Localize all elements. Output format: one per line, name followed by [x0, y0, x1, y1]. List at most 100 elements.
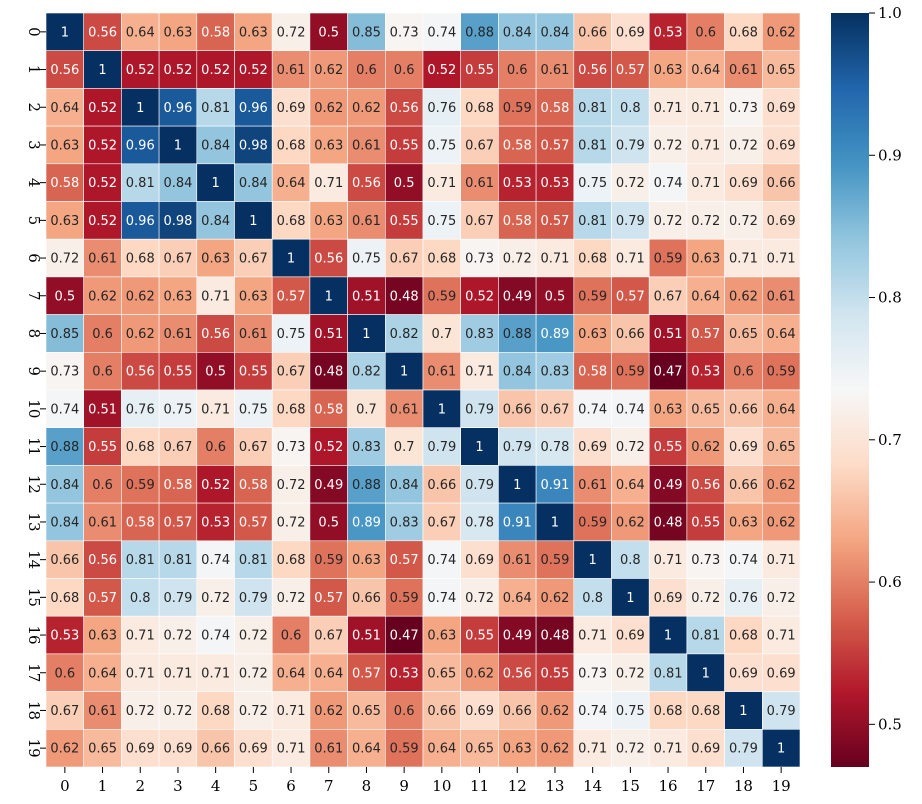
- heatmap-cell-1-6: [271, 50, 311, 89]
- x-tick-label-5: 5: [249, 777, 259, 795]
- heatmap-cell-6-8: [347, 238, 386, 278]
- cell-value-1-12: 0.6: [507, 63, 528, 78]
- y-tick-label-11: 11: [25, 437, 43, 456]
- cell-value-11-15: 0.72: [616, 440, 645, 455]
- heatmap-cell-2-1: [83, 88, 122, 127]
- y-tick-label-0: 0: [25, 27, 43, 37]
- heatmap-cell-10-6: [271, 389, 311, 429]
- cell-value-14-8: 0.63: [352, 553, 381, 568]
- cell-value-18-8: 0.65: [352, 704, 381, 719]
- cell-value-3-4: 0.84: [201, 138, 230, 153]
- cell-value-4-8: 0.56: [352, 176, 381, 191]
- cell-value-19-9: 0.59: [390, 742, 419, 757]
- heatmap-cell-16-2: [121, 615, 160, 655]
- x-tick-label-18: 18: [734, 777, 753, 795]
- cell-value-15-3: 0.79: [163, 591, 192, 606]
- y-tick-label-16: 16: [25, 626, 43, 645]
- heatmap-cell-0-7: [309, 12, 348, 52]
- cell-value-16-2: 0.71: [126, 629, 155, 644]
- heatmap-cell-19-14: [573, 728, 612, 768]
- cell-value-9-8: 0.82: [352, 365, 381, 380]
- heatmap-cell-18-4: [196, 691, 235, 730]
- x-tick-label-2: 2: [135, 777, 145, 795]
- heatmap-cell-3-8: [347, 125, 386, 165]
- heatmap-cell-11-19: [761, 427, 801, 466]
- heatmap-cell-9-15: [611, 351, 650, 391]
- heatmap-cell-13-8: [347, 502, 386, 542]
- cell-value-5-3: 0.98: [163, 214, 192, 229]
- cell-value-8-7: 0.51: [314, 327, 343, 342]
- cell-value-8-5: 0.61: [239, 327, 268, 342]
- cell-value-5-8: 0.61: [352, 214, 381, 229]
- cell-value-11-0: 0.88: [50, 440, 79, 455]
- heatmap-cell-5-2: [121, 201, 160, 240]
- x-tick-label-12: 12: [508, 777, 527, 795]
- cell-value-1-7: 0.62: [314, 63, 343, 78]
- cell-value-11-7: 0.52: [314, 440, 343, 455]
- cell-value-14-13: 0.59: [540, 553, 569, 568]
- cell-value-11-8: 0.83: [352, 440, 381, 455]
- cell-value-19-19: 1: [777, 742, 785, 757]
- heatmap-cell-19-17: [686, 728, 725, 768]
- cell-value-1-14: 0.56: [578, 63, 607, 78]
- heatmap-cell-0-18: [724, 12, 763, 52]
- cell-value-6-16: 0.59: [654, 252, 683, 267]
- cell-value-18-3: 0.72: [163, 704, 192, 719]
- heatmap-cell-14-7: [309, 540, 348, 579]
- cell-value-4-7: 0.71: [314, 176, 343, 191]
- cell-value-15-9: 0.59: [390, 591, 419, 606]
- heatmap-cell-5-1: [83, 201, 122, 240]
- heatmap-cell-11-11: [460, 427, 499, 466]
- cell-value-11-10: 0.79: [427, 440, 456, 455]
- heatmap-cell-16-1: [83, 615, 122, 655]
- cell-value-11-1: 0.55: [88, 440, 117, 455]
- heatmap-cell-18-2: [121, 691, 160, 730]
- heatmap-cell-8-0: [45, 314, 85, 353]
- heatmap-cell-10-5: [234, 389, 273, 429]
- cell-value-16-7: 0.67: [314, 629, 343, 644]
- heatmap-cell-9-14: [573, 351, 612, 391]
- cell-value-17-10: 0.65: [427, 666, 456, 681]
- y-tick-label-5: 5: [25, 216, 43, 226]
- heatmap-cell-14-13: [535, 540, 575, 579]
- cell-value-8-12: 0.88: [503, 327, 532, 342]
- heatmap-cell-16-9: [384, 615, 424, 655]
- cell-value-19-15: 0.72: [616, 742, 645, 757]
- cell-value-1-1: 1: [98, 63, 106, 78]
- cell-value-7-17: 0.64: [691, 289, 720, 304]
- cell-value-3-11: 0.67: [465, 138, 494, 153]
- cell-value-4-11: 0.61: [465, 176, 494, 191]
- heatmap-cell-7-6: [271, 276, 311, 315]
- cell-value-11-5: 0.67: [239, 440, 268, 455]
- heatmap-cell-19-19: [761, 728, 801, 768]
- heatmap-cell-3-11: [460, 125, 499, 165]
- cell-value-8-4: 0.56: [201, 327, 230, 342]
- cell-value-16-0: 0.53: [50, 629, 79, 644]
- cell-value-16-3: 0.72: [163, 629, 192, 644]
- cell-value-9-7: 0.48: [314, 365, 343, 380]
- heatmap-cell-6-0: [45, 238, 85, 278]
- cell-value-5-2: 0.96: [126, 214, 155, 229]
- heatmap-cell-18-7: [309, 691, 348, 730]
- heatmap-cell-9-13: [535, 351, 575, 391]
- y-tick-label-2: 2: [25, 102, 43, 112]
- cell-value-13-18: 0.63: [729, 515, 758, 530]
- cell-value-18-1: 0.61: [88, 704, 117, 719]
- heatmap-cell-2-2: [121, 88, 160, 127]
- cell-value-4-9: 0.5: [394, 176, 415, 191]
- cell-value-7-11: 0.52: [465, 289, 494, 304]
- heatmap-cell-15-13: [535, 578, 575, 617]
- heatmap-cell-19-8: [347, 728, 386, 768]
- cell-value-4-5: 0.84: [239, 176, 268, 191]
- cell-value-3-18: 0.72: [729, 138, 758, 153]
- heatmap-cell-10-8: [347, 389, 386, 429]
- heatmap-cell-1-15: [611, 50, 650, 89]
- heatmap-cell-17-8: [347, 653, 386, 692]
- cell-value-2-11: 0.68: [465, 101, 494, 116]
- heatmap-cell-10-11: [460, 389, 499, 429]
- cell-value-14-4: 0.74: [201, 553, 230, 568]
- cell-value-10-13: 0.67: [540, 402, 569, 417]
- heatmap-cell-6-5: [234, 238, 273, 278]
- cell-value-17-7: 0.64: [314, 666, 343, 681]
